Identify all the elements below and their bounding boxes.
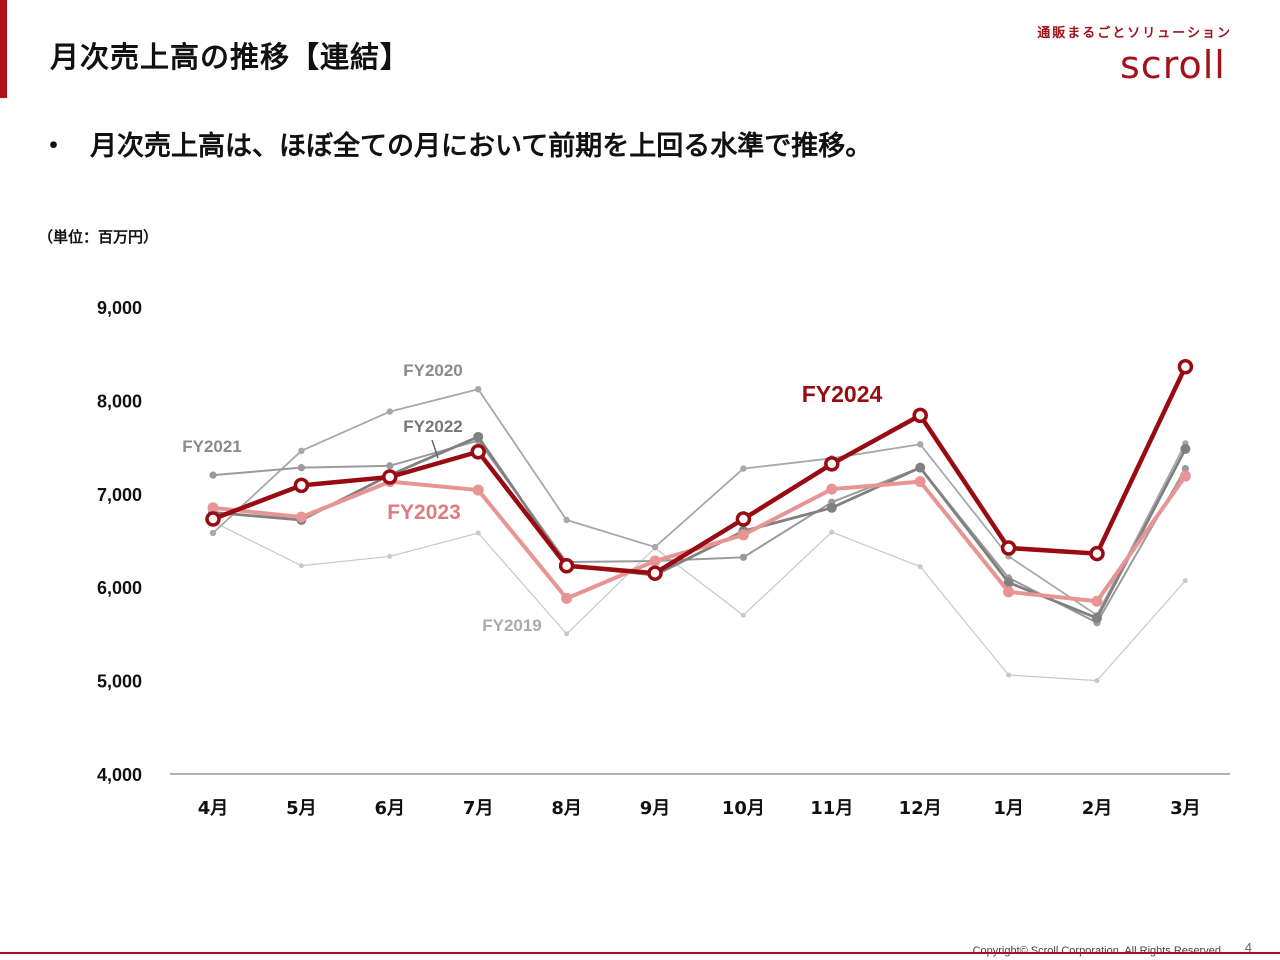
- y-tick-label: 6,000: [97, 578, 142, 598]
- series-line-fy2024: [212, 365, 1188, 576]
- data-point-fy2019: [564, 631, 570, 637]
- y-tick-label: 8,000: [97, 391, 142, 411]
- x-tick-label: 4月: [198, 798, 229, 819]
- page-number: 4: [1244, 940, 1252, 955]
- data-point-fy2024: [293, 477, 310, 494]
- data-point-fy2023: [472, 484, 484, 496]
- data-point-fy2019: [917, 564, 923, 570]
- data-point-fy2019: [1006, 672, 1012, 678]
- x-tick-label: 12月: [899, 798, 942, 819]
- data-point-fy2024: [470, 444, 486, 460]
- data-point-fy2021: [386, 462, 394, 470]
- x-tick-label: 8月: [551, 798, 582, 819]
- data-point-fy2024: [824, 456, 840, 472]
- x-tick-label: 9月: [640, 798, 671, 819]
- data-point-fy2022: [1180, 443, 1191, 454]
- series-label-fy2020: FY2020: [403, 361, 463, 380]
- data-point-fy2019: [1182, 578, 1188, 584]
- data-point-fy2019: [829, 529, 835, 535]
- data-point-fy2021: [297, 464, 305, 472]
- series-label-fy2019: FY2019: [482, 616, 542, 635]
- series-label-fy2022: FY2022: [403, 417, 463, 436]
- data-point-fy2023: [826, 483, 838, 495]
- y-tick-label: 9,000: [97, 298, 142, 318]
- unit-label: （単位：百万円）: [38, 228, 159, 246]
- series-line-fy2020: [212, 388, 1187, 617]
- data-point-fy2024: [205, 511, 221, 527]
- data-point-fy2023: [1003, 586, 1015, 598]
- series-line-fy2021: [212, 439, 1187, 624]
- y-tick-label: 4,000: [97, 765, 142, 785]
- data-point-fy2024: [1000, 540, 1017, 556]
- x-tick-label: 2月: [1082, 798, 1113, 819]
- data-point-fy2021: [739, 553, 748, 561]
- data-point-fy2023: [649, 555, 661, 567]
- data-point-fy2022: [1092, 613, 1102, 624]
- x-tick-label: 7月: [463, 798, 494, 819]
- summary-bullet: ・月次売上高は、ほぼ全ての月において前期を上回る水準で推移。: [40, 124, 872, 163]
- data-point-fy2020: [298, 447, 305, 455]
- series-line-fy2019: [212, 521, 1186, 682]
- monthly-sales-line-chart: 4,000 5,000 6,000 7,000 8,000 9,000 4月 5月 6月 7月 8月…: [97, 298, 1230, 819]
- data-point-fy2022: [1003, 577, 1014, 588]
- data-point-fy2024: [912, 407, 928, 424]
- data-point-fy2020: [386, 408, 393, 415]
- x-tick-label: 6月: [375, 798, 406, 819]
- series-line-fy2022: [212, 435, 1187, 620]
- data-point-fy2020: [209, 529, 217, 537]
- data-point-fy2024: [1089, 545, 1105, 562]
- data-point-fy2023: [295, 511, 307, 523]
- data-point-fy2023: [561, 592, 573, 604]
- series-label-fy2024: FY2024: [802, 381, 883, 407]
- x-tick-label: 11月: [810, 798, 853, 819]
- data-point-fy2019: [1094, 678, 1100, 684]
- x-tick-label: 1月: [993, 798, 1024, 819]
- series-line-fy2023: [212, 474, 1188, 604]
- data-point-fy2020: [740, 465, 747, 472]
- data-point-fy2023: [207, 502, 219, 514]
- data-point-fy2019: [740, 612, 746, 618]
- data-point-fy2021: [1181, 464, 1189, 473]
- copyright-footer: Copyright© Scroll Corporation. All Right…: [972, 945, 1224, 957]
- data-point-fy2019: [298, 563, 304, 569]
- data-point-fy2023: [1091, 595, 1103, 607]
- page-title: 月次売上高の推移【連結】: [50, 40, 411, 74]
- data-point-fy2024: [558, 557, 575, 574]
- x-tick-label: 3月: [1170, 798, 1201, 819]
- data-point-fy2024: [647, 565, 663, 581]
- series-label-fy2021: FY2021: [182, 437, 242, 456]
- data-point-fy2022: [826, 502, 837, 513]
- logo-word-text: scroll: [1120, 44, 1226, 87]
- data-point-fy2020: [563, 516, 570, 524]
- data-point-fy2022: [915, 462, 926, 473]
- data-point-fy2023: [737, 529, 749, 541]
- data-point-fy2023: [1179, 470, 1191, 482]
- data-point-fy2019: [475, 530, 481, 536]
- data-point-fy2020: [651, 543, 659, 551]
- logo-tagline: 通販まるごとソリューション: [1037, 26, 1232, 41]
- scroll-logo: scroll: [1120, 44, 1226, 87]
- bullet-text: 月次売上高は、ほぼ全ての月において前期を上回る水準で推移。: [90, 131, 873, 162]
- data-point-fy2020: [917, 441, 924, 448]
- data-point-fy2021: [209, 471, 217, 479]
- accent-bar: [0, 0, 7, 98]
- bullet-marker: ・: [40, 131, 67, 162]
- x-tick-label: 5月: [286, 798, 317, 819]
- y-tick-label: 7,000: [97, 485, 142, 505]
- x-tick-label: 10月: [722, 798, 765, 819]
- data-point-fy2022: [473, 431, 484, 442]
- series-label-fy2023: FY2023: [387, 501, 461, 524]
- data-point-fy2024: [1177, 359, 1194, 375]
- data-point-fy2019: [387, 553, 393, 559]
- bottom-rule: [0, 952, 1280, 954]
- data-point-fy2024: [382, 469, 398, 485]
- data-point-fy2020: [475, 385, 482, 393]
- data-point-fy2023: [914, 476, 926, 488]
- fy2022-leader-line: [431, 439, 439, 459]
- data-point-fy2024: [735, 511, 752, 527]
- y-tick-label: 5,000: [97, 672, 142, 692]
